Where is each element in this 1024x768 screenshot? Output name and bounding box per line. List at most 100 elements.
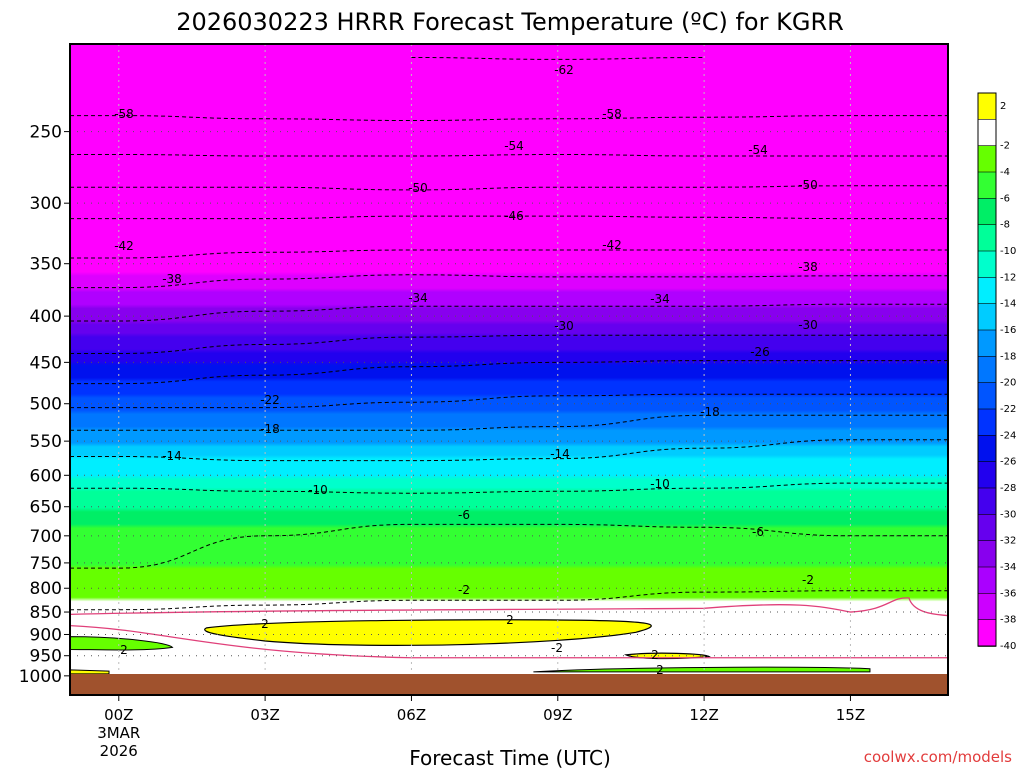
contour-label: -62 [554,63,574,77]
isotherm-line [70,393,948,409]
isotherm-line [70,523,948,569]
colorbar-swatch [977,382,997,410]
chart-title: 2026030223 HRRR Forecast Temperature (ºC… [176,8,844,36]
colorbar-label: -30 [1000,509,1016,520]
contour-label: -54 [504,139,524,153]
contour-label: -50 [798,178,818,192]
colorbar-swatch [977,514,997,542]
x-axis-label: Forecast Time (UTC) [409,746,611,768]
y-tick-label: 300 [30,194,62,214]
x-tick-date: 3MAR [97,724,140,742]
y-tick-label: 400 [30,307,62,327]
colorbar-label: -28 [1000,483,1016,494]
credit-text: coolwx.com/models [864,748,1012,766]
contour-label: -42 [114,239,134,253]
contour-labels: -62-58 -58-54 -54-50 -50-46-42 -42-38-38-34-… [114,63,818,677]
contour-label: -42 [602,238,622,252]
colorbar-swatch [977,435,997,463]
contour-label: -30 [798,318,818,332]
contour-label: -18 [260,422,280,436]
y-tick-label: 800 [30,579,62,599]
colorbar-swatch [977,250,997,279]
y-tick-label: 850 [30,603,62,623]
cool-pocket [533,666,871,673]
x-tick-year: 2026 [100,742,138,760]
colorbar-label: -24 [1000,430,1016,441]
contour-label: -30 [554,319,574,333]
isotherm-line [70,153,948,157]
contour-label: -6 [458,508,470,522]
colorbar-swatch [977,198,997,226]
cool-pocket [70,636,174,651]
colorbar-swatch [977,487,997,516]
y-tick-label: 700 [30,527,62,547]
warm-layer-blob [204,619,652,646]
isotherm-line [70,115,948,122]
colorbar-label: -40 [1000,641,1016,652]
contour-label: -38 [798,260,818,274]
colorbar-swatch [977,92,997,121]
colorbar-label: -14 [1000,299,1016,310]
plot-frame [69,43,949,696]
contour-label: -50 [408,181,428,195]
contour-label: -34 [408,291,428,305]
colorbar-swatch [977,408,997,437]
colorbar-swatch [977,277,997,305]
y-tick-label: 750 [30,554,62,574]
isotherm-line [70,303,948,322]
colorbar-label: -12 [1000,272,1016,283]
isotherm-lines [70,57,948,611]
colorbar-label: -6 [1000,193,1010,204]
freezing-line [70,597,948,617]
x-tick-label: 12Z [689,706,718,724]
colorbar-swatch [977,171,997,200]
y-tick-label: 350 [30,255,62,275]
x-tick-label: 00Z [104,706,133,724]
contour-label: -2 [458,583,470,597]
colorbar-swatch [977,303,997,331]
contour-label: -58 [114,107,134,121]
grid-lines [70,44,948,695]
temperature-fill [70,44,948,695]
x-tick-label: 03Z [250,706,279,724]
contour-label: -58 [602,107,622,121]
contour-label: -10 [308,483,328,497]
colorbar-label: -32 [1000,536,1016,547]
y-tick-label: 450 [30,353,62,373]
contour-label: -14 [162,449,182,463]
y-tick-label: 650 [30,498,62,518]
colorbar-swatch [977,540,997,568]
warm-layer-blob [70,669,110,675]
colorbar-swatch [977,329,997,358]
colorbar-swatch [977,566,997,595]
contour-label: 2 [120,643,128,657]
colorbar-swatch [977,619,997,647]
y-tick-label: 950 [30,647,62,667]
y-tick-label: 1000 [19,667,62,687]
warm-layer-regions [70,597,948,675]
isotherm-line [70,590,948,611]
y-tick-label: 500 [30,395,62,415]
isotherm-line [411,57,705,60]
x-tick-label: 09Z [543,706,572,724]
contour-label: -10 [650,477,670,491]
contour-label: -22 [260,393,280,407]
colorbar-label: -22 [1000,404,1016,415]
contour-label: -6 [752,525,764,539]
colorbar-swatch [977,224,997,252]
isotherm-line [70,274,948,289]
colorbar-swatch [977,119,997,147]
y-tick-label: 550 [30,432,62,452]
contour-label: 2 [651,648,659,662]
contour-label: 2 [506,613,514,627]
contour-label: -14 [550,447,570,461]
contour-label: -2 [802,573,814,587]
colorbar-legend: 2 -2 -4 -6 -8 -10 -12 -14 -16 -18 -20 -22 -24 -26 -28 -… [977,92,1016,652]
contour-label: 2 [261,617,269,631]
contour-label: -26 [750,345,770,359]
contour-label: -34 [650,292,670,306]
isotherm-line [70,439,948,462]
ground-surface [70,674,948,695]
colorbar-swatch [977,461,997,489]
